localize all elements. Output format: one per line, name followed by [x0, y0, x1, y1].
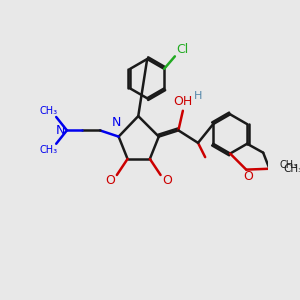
Text: O: O [106, 174, 116, 187]
Text: CH₃: CH₃ [40, 106, 58, 116]
Text: CH₃: CH₃ [284, 164, 300, 174]
Text: O: O [162, 174, 172, 187]
Text: OH: OH [173, 95, 193, 108]
Text: CH₃: CH₃ [280, 160, 298, 170]
Text: N: N [56, 124, 65, 137]
Text: CH₃: CH₃ [40, 145, 58, 155]
Text: N: N [112, 116, 122, 130]
Text: O: O [243, 170, 253, 183]
Text: H: H [194, 92, 202, 101]
Text: Cl: Cl [176, 43, 188, 56]
